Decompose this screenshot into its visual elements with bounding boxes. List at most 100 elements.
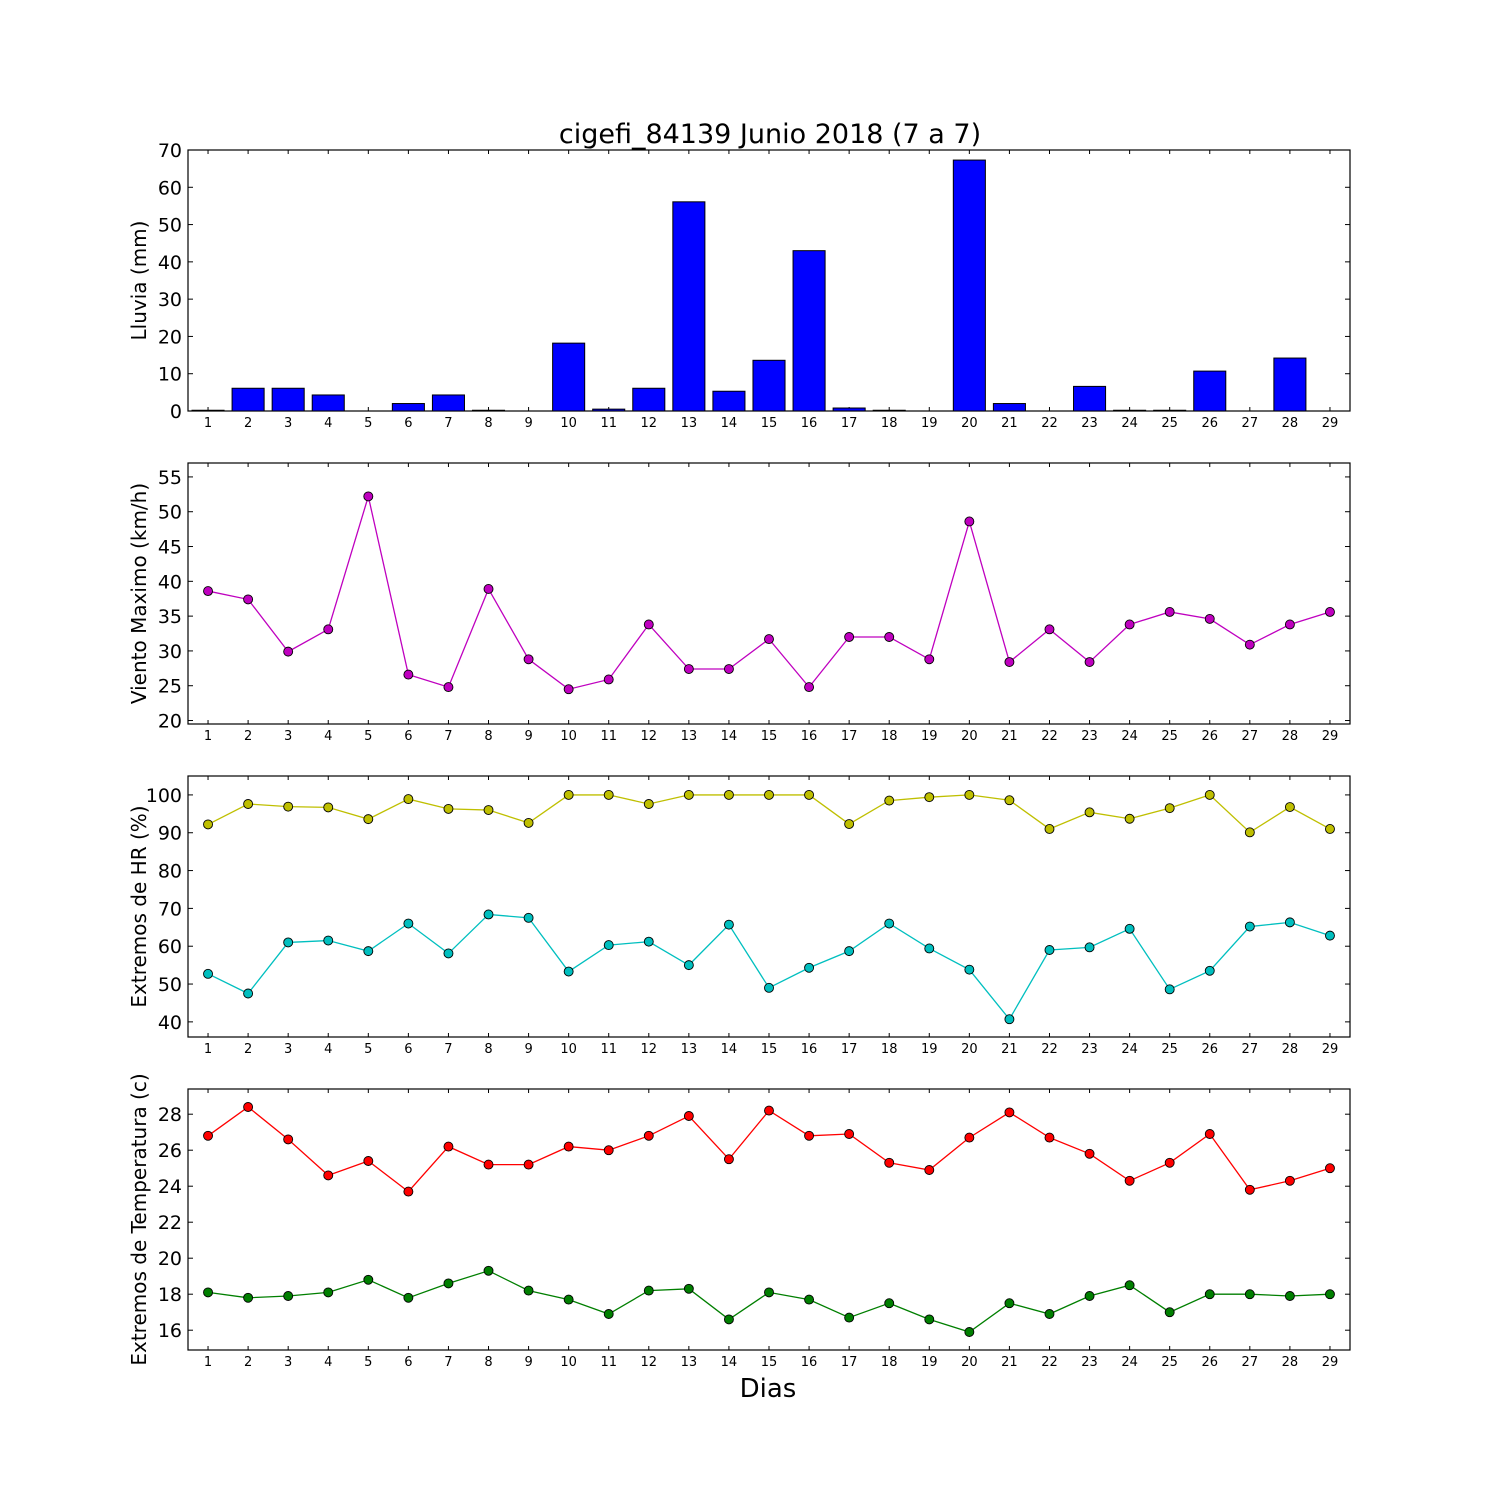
- temperature-series-2-point: [1084, 1291, 1095, 1301]
- rain-xtick-label: 25: [1161, 416, 1178, 431]
- temperature-xtick-label: 29: [1322, 1355, 1339, 1370]
- temperature-xtick-label: 19: [921, 1355, 938, 1370]
- temperature-xtick-label: 2: [244, 1355, 252, 1370]
- wind-xtick-label: 6: [404, 729, 412, 744]
- wind-series-1-point: [844, 632, 855, 642]
- temperature-xtick-label: 17: [841, 1355, 858, 1370]
- wind-xtick-label: 26: [1201, 729, 1218, 744]
- rain-bar: [992, 403, 1026, 412]
- wind-xtick-label: 13: [681, 729, 698, 744]
- humidity-axes-frame: [187, 775, 1351, 1038]
- humidity-xtick-label: 28: [1282, 1042, 1299, 1057]
- humidity-series-1-point: [1084, 807, 1095, 818]
- wind-series-1-point: [1084, 657, 1095, 668]
- wind-ytick-label: 40: [158, 571, 182, 593]
- wind-xtick-label: 19: [921, 729, 938, 744]
- rain-bar: [311, 394, 345, 412]
- temperature-series-1-point: [403, 1186, 414, 1197]
- rain-xtick-label: 15: [761, 416, 778, 431]
- humidity-series-1-point: [363, 814, 374, 825]
- temperature-series-2-point: [1004, 1298, 1015, 1309]
- wind-xtick-label: 1: [204, 729, 212, 744]
- temperature-xtick-label: 15: [761, 1355, 778, 1370]
- wind-xtick-label: 4: [324, 729, 332, 744]
- temperature-xtick-label: 22: [1041, 1355, 1058, 1370]
- wind-series-1-point: [804, 682, 815, 693]
- temperature-xtick-label: 24: [1121, 1355, 1138, 1370]
- temperature-xtick-label: 10: [560, 1355, 577, 1370]
- temperature-series-2-point: [723, 1314, 734, 1325]
- temperature-ytick-label: 22: [158, 1212, 182, 1234]
- temperature-xtick-label: 21: [1001, 1355, 1018, 1370]
- rain-bar: [832, 407, 866, 412]
- wind-xtick-label: 24: [1121, 729, 1138, 744]
- humidity-series-2-point: [363, 946, 374, 957]
- rain-xtick-label: 11: [600, 416, 617, 431]
- wind-series-1-point: [243, 594, 254, 605]
- humidity-panel: 1 2 3 4 5 6 7 8 9 10 11 12 13 14 15 16 17 18 19 20 21 22 23 24 2…: [127, 775, 1351, 1057]
- humidity-series-2-point: [243, 988, 254, 999]
- temperature-series-2-point: [603, 1309, 614, 1319]
- humidity-series-1-point: [283, 801, 294, 812]
- humidity-series-2-point: [403, 918, 414, 929]
- temperature-series-1-point: [1164, 1157, 1175, 1168]
- wind-xtick-label: 3: [284, 729, 292, 744]
- rain-panel: 1 2 3 4 5 6 7 8 9 10 11 12 13 14 15 16 17 18 19 20 21 22 23 24 2…: [127, 140, 1351, 431]
- temperature-xtick-label: 14: [721, 1355, 738, 1370]
- rain-ytick-label: 0: [170, 401, 182, 423]
- rain-bar: [632, 387, 666, 412]
- wind-ytick-label: 55: [158, 467, 182, 489]
- humidity-series-2-point: [1084, 942, 1095, 953]
- wind-series-1-point: [1244, 639, 1255, 650]
- rain-bar: [391, 403, 425, 412]
- humidity-xtick-label: 17: [841, 1042, 858, 1057]
- humidity-ytick-label: 60: [158, 936, 182, 958]
- wind-series-1-point: [764, 634, 774, 645]
- temperature-series-1-point: [563, 1141, 574, 1152]
- wind-xtick-label: 11: [600, 729, 617, 744]
- humidity-xtick-label: 29: [1322, 1042, 1339, 1057]
- humidity-ytick-label: 90: [158, 823, 182, 845]
- rain-xtick-label: 13: [681, 416, 698, 431]
- temperature-ytick-label: 20: [158, 1248, 182, 1270]
- rain-xtick-label: 23: [1081, 416, 1098, 431]
- humidity-series-1-point: [1044, 824, 1055, 834]
- humidity-xtick-label: 3: [284, 1042, 292, 1057]
- temperature-series-1-point: [1244, 1184, 1255, 1195]
- temperature-series-1-point: [243, 1102, 254, 1112]
- humidity-series-2-point: [1284, 917, 1295, 928]
- humidity-xtick-label: 11: [600, 1042, 617, 1057]
- wind-xtick-label: 7: [444, 729, 452, 744]
- temperature-xtick-label: 26: [1201, 1355, 1218, 1370]
- rain-bar: [672, 201, 706, 412]
- rain-bar: [231, 387, 265, 412]
- temperature-xtick-label: 18: [881, 1355, 898, 1370]
- humidity-series-1-point: [804, 789, 815, 800]
- humidity-series-1-point: [764, 789, 774, 800]
- wind-series-1-point: [1284, 619, 1295, 630]
- rain-xtick-label: 7: [444, 416, 452, 431]
- wind-series-1-point: [603, 674, 614, 685]
- humidity-series-2-point: [1204, 965, 1215, 976]
- temperature-series-2-point: [1204, 1289, 1215, 1300]
- temperature-series-1-point: [844, 1129, 855, 1139]
- rain-xtick-label: 19: [921, 416, 938, 431]
- rain-ytick-label: 10: [158, 364, 182, 386]
- temperature-xtick-label: 1: [204, 1355, 212, 1370]
- temperature-axes-frame: [187, 1088, 1351, 1351]
- humidity-series-2-point: [523, 912, 534, 923]
- temperature-series-2-point: [1124, 1280, 1135, 1291]
- temperature-ytick-label: 28: [158, 1104, 182, 1126]
- humidity-series-2-point: [603, 940, 614, 951]
- humidity-series-2-point: [764, 982, 774, 993]
- wind-series-1-point: [884, 632, 895, 642]
- wind-xtick-label: 18: [881, 729, 898, 744]
- rain-xtick-label: 1: [204, 416, 212, 431]
- wind-xtick-label: 2: [244, 729, 252, 744]
- temperature-series-1-point: [1084, 1148, 1095, 1159]
- temperature-series-1-point: [1284, 1175, 1295, 1186]
- chart-title: cigefi_84139 Junio 2018 (7 a 7): [559, 119, 981, 150]
- temperature-series-1-point: [483, 1159, 494, 1170]
- humidity-series-1-point: [884, 795, 895, 806]
- temperature-xtick-label: 5: [364, 1355, 372, 1370]
